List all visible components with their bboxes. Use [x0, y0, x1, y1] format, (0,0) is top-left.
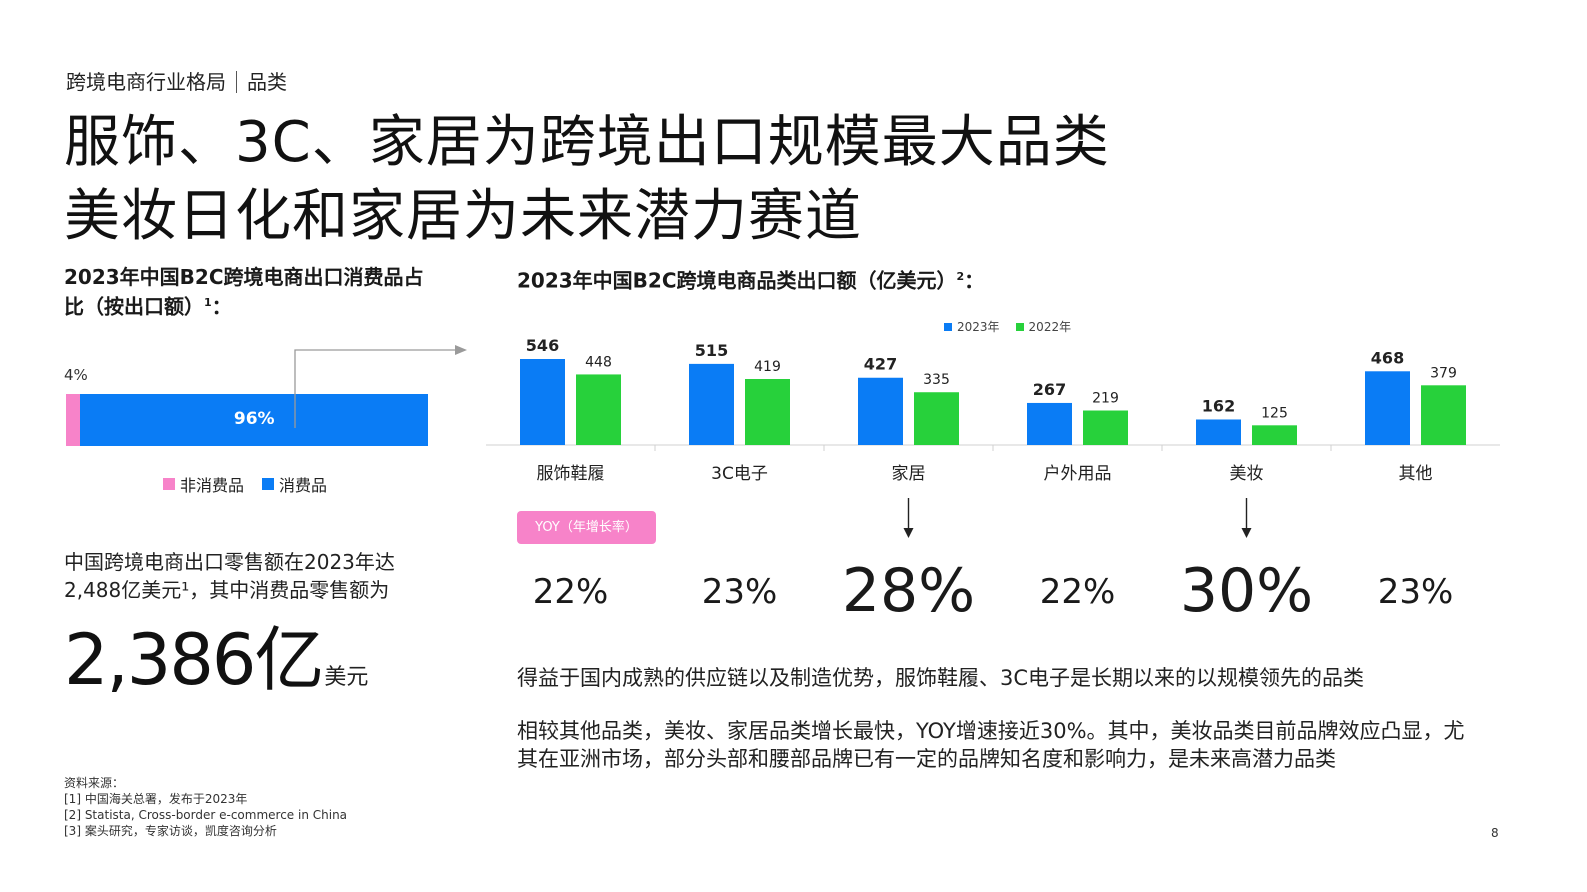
sources-footnote: 资料来源： [1] 中国海关总署，发布于2023年 [2] Statista, … [64, 775, 347, 839]
down-arrow-head [1241, 528, 1252, 538]
category-label: 户外用品 [1044, 464, 1112, 484]
insight-paragraph-2: 相较其他品类，美妆、家居品类增长最快，YOY增速接近30%。其中，美妆品类目前品… [517, 717, 1465, 773]
left-chart-title: 2023年中国B2C跨境电商出口消费品占 比（按出口额）1： [64, 264, 444, 320]
legend-2022: 2022年 [1015, 318, 1072, 335]
bar-value-label: 419 [754, 359, 781, 375]
connector-line [294, 349, 462, 428]
bar-2022 [1421, 385, 1466, 445]
legend-swatch-2023 [944, 322, 952, 331]
retail-description: 中国跨境电商出口零售额在2023年达 2,488亿美元¹，其中消费品零售额为 [64, 548, 395, 604]
retail-line-1: 中国跨境电商出口零售额在2023年达 [64, 550, 395, 574]
category-label: 其他 [1399, 464, 1433, 484]
legend-label-2022: 2022年 [1028, 320, 1072, 334]
bar-2022 [576, 374, 621, 445]
yoy-value: 22% [532, 572, 609, 612]
bar-value-label: 379 [1430, 365, 1457, 381]
connector-arrow-head [455, 345, 467, 355]
connector-arrow [294, 345, 467, 428]
bar-2022 [745, 379, 790, 445]
right-chart-title: 2023年中国B2C跨境电商品类出口额（亿美元）2： [517, 264, 984, 294]
category-label: 3C电子 [711, 464, 768, 484]
legend-swatch-pink [163, 478, 175, 490]
source-item: [1] 中国海关总署，发布于2023年 [64, 792, 248, 806]
insight-paragraph-2-line-1: 相较其他品类，美妆、家居品类增长最快，YOY增速接近30%。其中，美妆品类目前品… [517, 719, 1465, 743]
share-stacked-bar: 96% [66, 394, 428, 446]
bar-2022 [1083, 410, 1128, 445]
retail-amount: 2,386亿美元 [64, 604, 368, 705]
page-number: 8 [1491, 826, 1499, 840]
left-chart-title-line-2: 比（按出口额） [64, 294, 204, 319]
insight-paragraph-2-line-2: 其在亚洲市场，部分头部和腰部品牌已有一定的品牌知名度和影响力，是未来高潜力品类 [517, 747, 1336, 771]
left-legend: 非消费品 消费品 [163, 472, 327, 496]
source-item: [3] 案头研究，专家访谈，凯度咨询分析 [64, 824, 277, 838]
breadcrumb: 跨境电商行业格局 品类 [66, 66, 287, 95]
yoy-value: 23% [1377, 572, 1454, 612]
yoy-value: 28% [841, 556, 976, 626]
retail-amount-unit: 美元 [324, 665, 369, 690]
bar-value-label: 515 [695, 341, 728, 360]
right-chart-title-colon: ： [964, 268, 985, 293]
legend-non-consumer: 非消费品 [163, 472, 244, 496]
breadcrumb-divider [236, 71, 237, 93]
bar-2023 [520, 359, 565, 445]
bar-segment-consumer: 96% [80, 394, 428, 446]
legend-label-2023: 2023年 [957, 320, 1000, 334]
insight-paragraph-1: 得益于国内成熟的供应链以及制造优势，服饰鞋履、3C电子是长期以来的以规模领先的品… [517, 666, 1365, 690]
yoy-badge: YOY（年增长率） [517, 511, 656, 544]
left-chart-title-footnote: 1 [204, 296, 212, 309]
category-label: 家居 [892, 464, 926, 484]
left-chart-title-colon: ： [211, 294, 232, 319]
bar-value-label: 448 [585, 354, 612, 370]
legend-swatch-2022 [1015, 322, 1024, 331]
left-chart-title-line-1: 2023年中国B2C跨境电商出口消费品占 [64, 265, 424, 289]
source-item: [2] Statista, Cross-border e-commerce in… [64, 808, 348, 822]
bar-value-label: 335 [923, 372, 950, 388]
bar-value-label: 162 [1202, 396, 1235, 415]
bar-2023 [1196, 419, 1241, 445]
bar-2023 [689, 363, 734, 445]
legend-label-non-consumer: 非消费品 [180, 476, 245, 495]
category-label: 服饰鞋履 [537, 464, 605, 484]
down-arrow-head [903, 528, 914, 538]
non-consumer-pct-label: 4% [64, 366, 88, 384]
legend-swatch-blue [262, 478, 275, 490]
bar-value-label: 468 [1371, 348, 1404, 367]
consumer-pct-label: 96% [233, 409, 275, 429]
bar-value-label: 267 [1033, 380, 1066, 399]
bar-value-label: 125 [1261, 405, 1288, 421]
sources-title: 资料来源： [64, 776, 125, 790]
legend-consumer: 消费品 [262, 472, 327, 496]
bar-2023 [1365, 371, 1410, 445]
right-chart-title-footnote: 2 [956, 270, 965, 283]
retail-line-2: 2,488亿美元¹，其中消费品零售额为 [64, 578, 390, 602]
bar-value-label: 219 [1092, 391, 1119, 407]
right-chart-title-text: 2023年中国B2C跨境电商品类出口额（亿美元） [517, 268, 957, 293]
yoy-arrows [903, 498, 1252, 538]
bar-chart-legend: 2023年 2022年 [944, 318, 1071, 335]
bar-2022 [1252, 425, 1297, 445]
breadcrumb-sub: 品类 [247, 70, 287, 94]
legend-label-consumer: 消费品 [279, 476, 328, 495]
bar-2023 [858, 377, 903, 445]
breadcrumb-section: 跨境电商行业格局 [66, 70, 226, 94]
category-export-bar-chart: 546 448 服饰鞋履 515 419 3C电子 427 335 家居 267 219 户外用品 16… [486, 336, 1500, 484]
yoy-value: 23% [701, 572, 778, 612]
page-title: 服饰、3C、家居为跨境出口规模最大品类 美妆日化和家居为未来潜力赛道 [64, 106, 1110, 254]
legend-2023: 2023年 [944, 318, 1000, 335]
title-line-1: 服饰、3C、家居为跨境出口规模最大品类 [64, 110, 1110, 175]
bar-value-label: 546 [526, 336, 559, 355]
retail-amount-value: 2,386亿 [64, 619, 324, 701]
bar-value-label: 427 [864, 355, 897, 374]
bar-2022 [914, 392, 959, 445]
bar-2023 [1027, 402, 1072, 445]
yoy-value: 30% [1179, 556, 1314, 626]
title-line-2: 美妆日化和家居为未来潜力赛道 [64, 184, 862, 249]
bar-segment-non-consumer [66, 394, 81, 446]
category-label: 美妆 [1230, 464, 1264, 484]
yoy-value: 22% [1039, 572, 1116, 612]
